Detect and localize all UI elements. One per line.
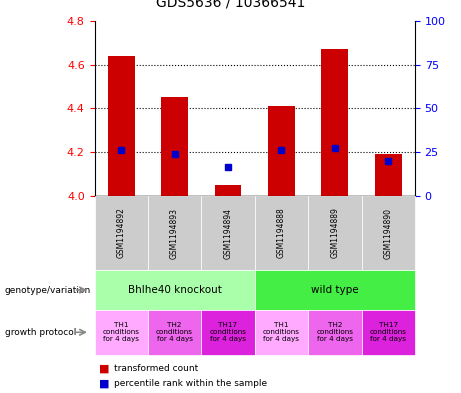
Text: transformed count: transformed count xyxy=(114,364,198,373)
Bar xyxy=(108,56,135,196)
Text: ■: ■ xyxy=(99,364,110,374)
Text: ■: ■ xyxy=(99,378,110,388)
Bar xyxy=(268,106,295,196)
Text: GSM1194890: GSM1194890 xyxy=(384,208,393,259)
Bar xyxy=(161,97,188,196)
Text: growth protocol: growth protocol xyxy=(5,328,76,337)
Text: wild type: wild type xyxy=(311,285,359,295)
Text: TH1
conditions
for 4 days: TH1 conditions for 4 days xyxy=(263,322,300,342)
Text: Bhlhe40 knockout: Bhlhe40 knockout xyxy=(128,285,222,295)
Text: TH17
conditions
for 4 days: TH17 conditions for 4 days xyxy=(370,322,407,342)
Text: genotype/variation: genotype/variation xyxy=(5,286,91,294)
Text: GSM1194893: GSM1194893 xyxy=(170,208,179,259)
Text: GDS5636 / 10366541: GDS5636 / 10366541 xyxy=(156,0,305,9)
Bar xyxy=(215,185,242,196)
Text: TH17
conditions
for 4 days: TH17 conditions for 4 days xyxy=(209,322,247,342)
Text: GSM1194892: GSM1194892 xyxy=(117,208,126,259)
Text: GSM1194888: GSM1194888 xyxy=(277,208,286,259)
Bar xyxy=(375,154,402,196)
Text: percentile rank within the sample: percentile rank within the sample xyxy=(114,379,267,387)
Text: TH2
conditions
for 4 days: TH2 conditions for 4 days xyxy=(156,322,193,342)
Text: TH1
conditions
for 4 days: TH1 conditions for 4 days xyxy=(103,322,140,342)
Text: GSM1194894: GSM1194894 xyxy=(224,208,232,259)
Text: GSM1194889: GSM1194889 xyxy=(330,208,339,259)
Bar xyxy=(321,49,348,196)
Text: TH2
conditions
for 4 days: TH2 conditions for 4 days xyxy=(316,322,353,342)
